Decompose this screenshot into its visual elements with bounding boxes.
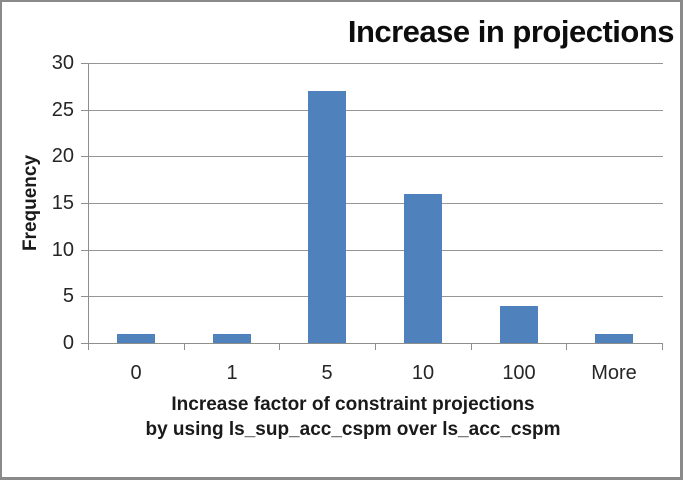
y-tick-label-30: 30 (51, 52, 74, 74)
y-tick-label-15: 15 (51, 192, 74, 214)
x-axis-line (88, 343, 663, 344)
y-tick-label-25: 25 (51, 99, 74, 121)
category-label-5: 5 (321, 362, 333, 384)
y-tick-10 (81, 250, 88, 251)
y-tick-label-0: 0 (62, 332, 74, 354)
x-tick-1 (184, 344, 185, 350)
x-axis-title-line1: Increase factor of constraint projection… (171, 394, 535, 415)
bar-100 (500, 306, 538, 343)
gridline-10 (88, 250, 663, 251)
category-label-100: 100 (502, 362, 536, 384)
y-tick-label-5: 5 (62, 285, 74, 307)
category-label-More: More (591, 362, 637, 384)
y-axis-line (88, 63, 89, 344)
x-tick-4 (471, 344, 472, 350)
x-axis-title-line2: by using ls_sup_acc_cspm over ls_acc_csp… (145, 419, 561, 440)
y-tick-label-10: 10 (51, 239, 74, 261)
y-tick-30 (81, 63, 88, 64)
category-label-0: 0 (130, 362, 142, 384)
bar-0 (117, 334, 155, 343)
x-tick-2 (279, 344, 280, 350)
bar-More (595, 334, 633, 343)
x-tick-3 (375, 344, 376, 350)
category-label-10: 10 (411, 362, 435, 384)
bar-1 (213, 334, 251, 343)
y-tick-20 (81, 156, 88, 157)
y-tick-0 (81, 343, 88, 344)
y-tick-5 (81, 296, 88, 297)
gridline-25 (88, 110, 663, 111)
x-tick-0 (88, 344, 89, 350)
bar-5 (308, 91, 346, 343)
gridline-20 (88, 156, 663, 157)
x-axis-title: Increase factor of constraint projection… (33, 392, 673, 442)
y-tick-label-20: 20 (51, 145, 74, 167)
x-tick-6 (662, 344, 663, 350)
gridline-5 (88, 296, 663, 297)
gridline-15 (88, 203, 663, 204)
y-tick-15 (81, 203, 88, 204)
gridline-30 (88, 63, 663, 64)
category-label-1: 1 (226, 362, 238, 384)
bar-10 (404, 194, 442, 343)
x-tick-5 (566, 344, 567, 350)
chart-title: Increase in projections (347, 14, 675, 49)
y-tick-25 (81, 110, 88, 111)
